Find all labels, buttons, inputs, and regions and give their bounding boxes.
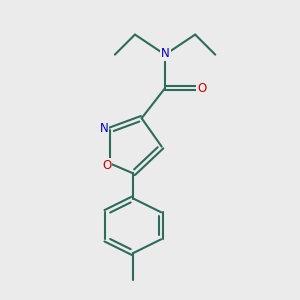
Text: N: N <box>161 47 170 60</box>
Text: O: O <box>102 159 111 172</box>
Text: N: N <box>100 122 108 135</box>
Text: O: O <box>197 82 206 94</box>
